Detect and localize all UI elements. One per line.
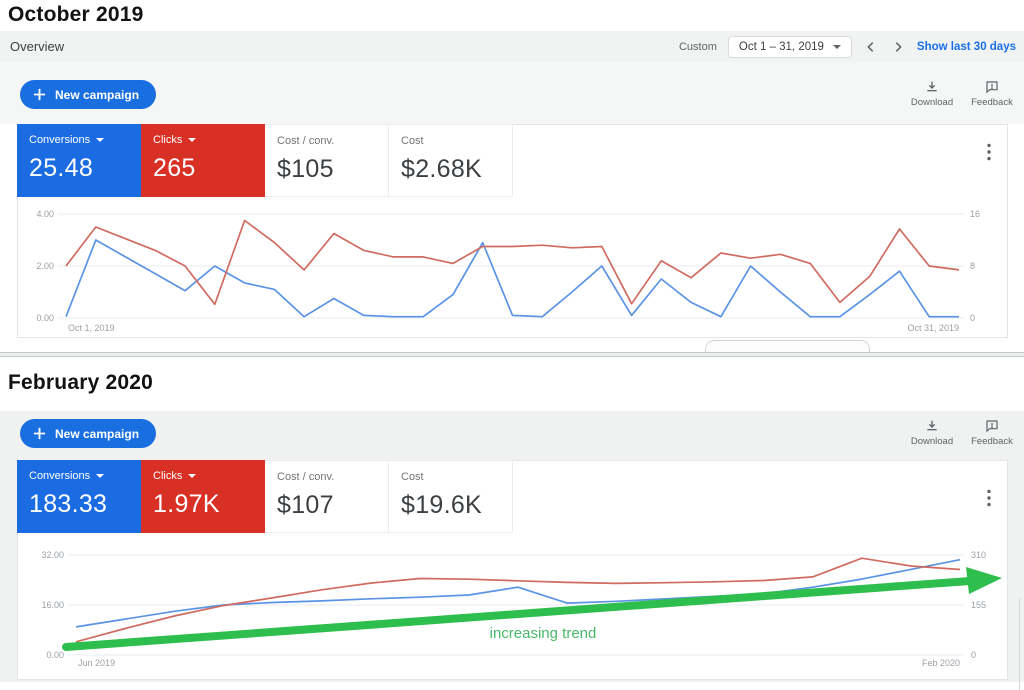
chevron-down-icon xyxy=(188,138,197,142)
feedback-icon xyxy=(986,420,998,433)
svg-text:0: 0 xyxy=(971,650,976,660)
overview-label: Overview xyxy=(10,39,65,54)
next-card-top-edge xyxy=(705,340,870,354)
svg-text:Oct 31, 2019: Oct 31, 2019 xyxy=(907,323,959,333)
download-icon xyxy=(927,420,937,431)
feedback-button-october[interactable]: Feedback xyxy=(964,79,1020,108)
svg-text:32.00: 32.00 xyxy=(41,550,64,560)
kebab-menu-icon xyxy=(987,143,991,161)
metric-label: Cost / conv. xyxy=(277,135,335,147)
svg-text:2.00: 2.00 xyxy=(36,261,54,271)
overview-chart-october: 4.00 2.00 0.00 16 8 0 Oct 1, 2019 Oct 31, 2019 xyxy=(36,209,980,333)
plus-icon xyxy=(33,88,46,101)
metric-value: 265 xyxy=(153,154,196,182)
show-last-30-days-link[interactable]: Show last 30 days xyxy=(916,40,1016,53)
svg-text:Jun 2019: Jun 2019 xyxy=(78,658,115,668)
download-label: Download xyxy=(910,436,954,447)
svg-text:Feb 2020: Feb 2020 xyxy=(922,658,960,668)
more-options-button[interactable] xyxy=(981,485,997,514)
svg-text:Oct 1, 2019: Oct 1, 2019 xyxy=(68,323,115,333)
svg-text:0: 0 xyxy=(970,313,975,323)
svg-text:0.00: 0.00 xyxy=(36,313,54,323)
metric-value: 25.48 xyxy=(29,154,94,182)
metric-tile-conversions[interactable]: Conversions 25.48 xyxy=(17,124,141,197)
previous-period-button[interactable] xyxy=(863,39,879,55)
metric-label: Cost xyxy=(401,471,424,483)
metric-label: Clicks xyxy=(153,470,183,482)
metric-value: 1.97K xyxy=(153,490,220,518)
feedback-icon xyxy=(986,81,998,94)
download-button-october[interactable]: Download xyxy=(904,79,960,108)
plus-icon xyxy=(33,427,46,440)
svg-text:16.00: 16.00 xyxy=(41,600,64,610)
svg-text:0.00: 0.00 xyxy=(46,650,64,660)
kebab-menu-icon xyxy=(987,489,991,507)
next-period-button[interactable] xyxy=(890,39,906,55)
chevron-down-icon xyxy=(96,138,105,142)
metric-label: Cost / conv. xyxy=(277,471,335,483)
overview-card-october: Conversions 25.48 Clicks 265 Cost / conv… xyxy=(17,124,1008,338)
chevron-down-icon xyxy=(188,474,197,478)
metric-tiles-february: Conversions 183.33 Clicks 1.97K Cost / c… xyxy=(17,460,513,533)
metric-tiles-october: Conversions 25.48 Clicks 265 Cost / conv… xyxy=(17,124,513,197)
new-campaign-button-february[interactable]: New campaign xyxy=(20,419,157,448)
chevron-right-icon xyxy=(895,41,902,52)
download-button-february[interactable]: Download xyxy=(904,418,960,447)
metric-tile-cost[interactable]: Cost $2.68K xyxy=(389,124,513,197)
chevron-left-icon xyxy=(867,41,874,52)
metric-label: Clicks xyxy=(153,134,183,146)
section-title-february: February 2020 xyxy=(8,371,154,394)
section-divider xyxy=(0,352,1024,357)
svg-text:155: 155 xyxy=(971,600,986,610)
metric-tile-clicks[interactable]: Clicks 1.97K xyxy=(141,460,265,533)
right-edge-line xyxy=(1019,598,1020,690)
download-label: Download xyxy=(910,97,954,108)
metric-value: $2.68K xyxy=(401,155,483,183)
metric-value: $107 xyxy=(277,491,334,519)
svg-text:4.00: 4.00 xyxy=(36,209,54,219)
metric-value: $19.6K xyxy=(401,491,483,519)
metric-label: Cost xyxy=(401,135,424,147)
overview-bar: Overview Custom Oct 1 – 31, 2019 Show la… xyxy=(0,31,1024,62)
metric-label: Conversions xyxy=(29,134,91,146)
download-icon xyxy=(927,81,937,92)
new-campaign-label: New campaign xyxy=(55,87,140,102)
date-range-select[interactable]: Oct 1 – 31, 2019 xyxy=(727,35,852,58)
svg-text:increasing trend: increasing trend xyxy=(490,625,597,642)
svg-text:8: 8 xyxy=(970,261,975,271)
metric-value: $105 xyxy=(277,155,334,183)
feedback-label: Feedback xyxy=(971,97,1013,108)
chevron-down-icon xyxy=(96,474,105,478)
trend-chart-february: 32.00 16.00 0.00 310 155 0 Jun 2019 Feb 2020 inc… xyxy=(41,550,1002,668)
feedback-button-february[interactable]: Feedback xyxy=(964,418,1020,447)
metric-tile-cost[interactable]: Cost $19.6K xyxy=(389,460,513,533)
metric-tile-cost-per-conv[interactable]: Cost / conv. $107 xyxy=(265,460,389,533)
date-controls: Custom Oct 1 – 31, 2019 Show last 30 day… xyxy=(678,35,1016,58)
date-range-value: Oct 1 – 31, 2019 xyxy=(738,40,824,53)
new-campaign-label: New campaign xyxy=(55,426,140,441)
metric-tile-cost-per-conv[interactable]: Cost / conv. $105 xyxy=(265,124,389,197)
feedback-label: Feedback xyxy=(971,436,1013,447)
svg-text:310: 310 xyxy=(971,550,986,560)
metric-value: 183.33 xyxy=(29,490,108,518)
svg-text:16: 16 xyxy=(970,209,980,219)
new-campaign-button-october[interactable]: New campaign xyxy=(20,80,157,109)
section-title-october: October 2019 xyxy=(8,3,144,26)
metric-tile-conversions[interactable]: Conversions 183.33 xyxy=(17,460,141,533)
toolbar-zone-october xyxy=(0,62,1024,124)
chevron-down-icon xyxy=(832,44,841,49)
metric-tile-clicks[interactable]: Clicks 265 xyxy=(141,124,265,197)
metric-label: Conversions xyxy=(29,470,91,482)
overview-card-february: Conversions 183.33 Clicks 1.97K Cost / c… xyxy=(17,460,1008,680)
more-options-button[interactable] xyxy=(981,139,997,168)
date-custom-label: Custom xyxy=(678,40,717,53)
